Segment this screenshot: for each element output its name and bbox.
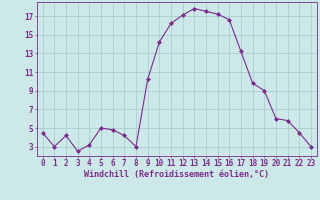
- X-axis label: Windchill (Refroidissement éolien,°C): Windchill (Refroidissement éolien,°C): [84, 170, 269, 179]
